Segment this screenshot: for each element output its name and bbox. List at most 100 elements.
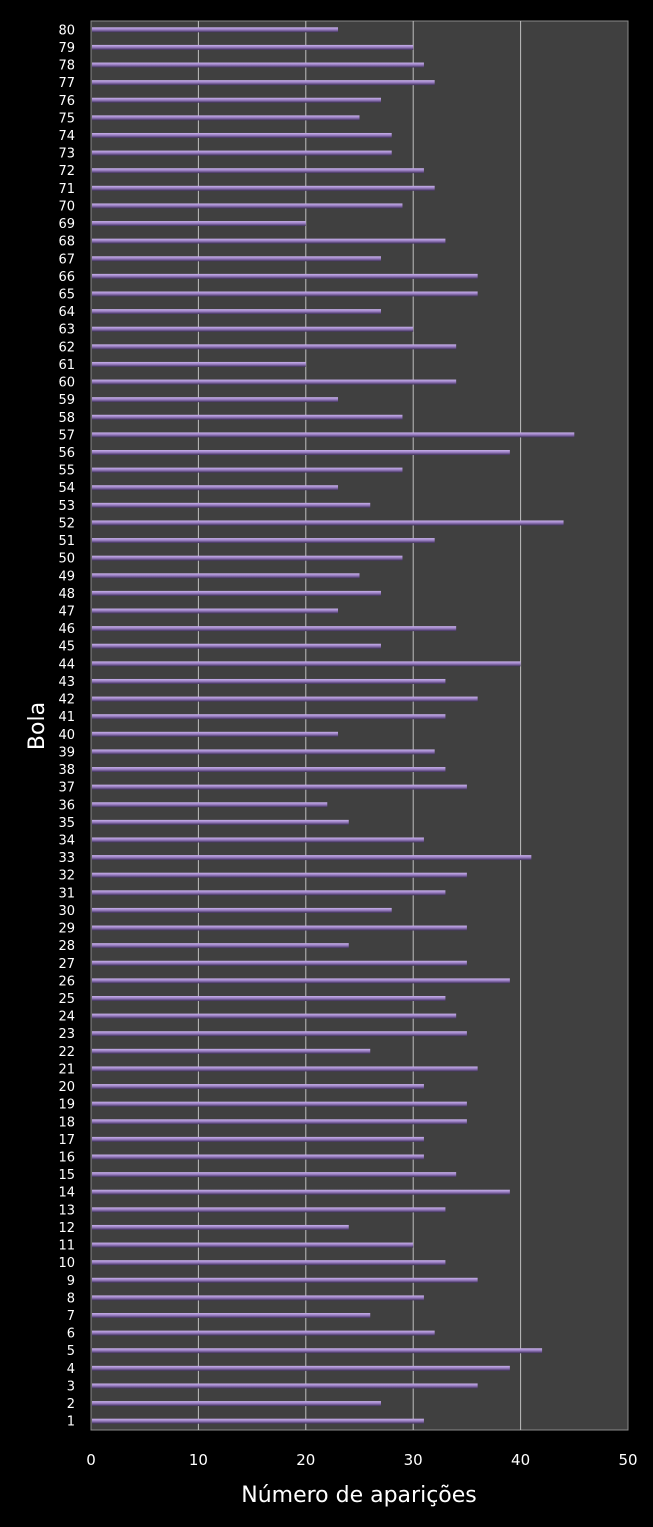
category-label: 40: [58, 728, 75, 743]
y-axis-label: Bola: [25, 702, 50, 750]
category-label: 1: [67, 1415, 75, 1430]
category-label: 68: [58, 235, 75, 250]
bar-62: [92, 344, 457, 350]
plot-area: [90, 20, 629, 1431]
bar-39: [92, 749, 435, 755]
bar-51: [92, 538, 435, 544]
category-label: 18: [58, 1115, 75, 1130]
category-label: 12: [58, 1221, 75, 1236]
category-label: 14: [58, 1186, 75, 1201]
bar-75: [92, 115, 360, 121]
category-label: 64: [58, 305, 75, 320]
bar-31: [92, 890, 446, 896]
bar-52: [92, 520, 564, 526]
bar-44: [92, 661, 521, 667]
bar-61: [92, 361, 306, 367]
x-tick-label: 0: [86, 1451, 96, 1469]
category-label: 15: [58, 1168, 75, 1183]
bar-66: [92, 273, 478, 279]
category-label: 9: [67, 1274, 75, 1289]
x-tick-label: 20: [296, 1451, 315, 1469]
category-label: 28: [58, 939, 75, 954]
bars: [92, 27, 575, 1424]
bar-29: [92, 925, 467, 931]
category-label: 72: [58, 164, 75, 179]
bar-58: [92, 414, 403, 420]
bar-35: [92, 819, 349, 825]
bar-6: [92, 1330, 435, 1336]
category-label: 19: [58, 1098, 75, 1113]
bar-28: [92, 943, 349, 949]
category-label: 5: [67, 1344, 75, 1359]
bar-54: [92, 485, 339, 491]
bar-71: [92, 185, 435, 191]
bar-10: [92, 1260, 446, 1266]
category-label: 41: [58, 710, 75, 725]
bar-20: [92, 1084, 424, 1090]
category-label: 67: [58, 252, 75, 267]
category-label: 30: [58, 904, 75, 919]
category-label: 79: [58, 41, 75, 56]
bar-27: [92, 960, 467, 966]
category-label: 33: [58, 851, 75, 866]
bar-72: [92, 168, 424, 174]
category-label: 58: [58, 411, 75, 426]
x-tick-label: 40: [511, 1451, 530, 1469]
category-label: 77: [58, 76, 75, 91]
x-tick-label: 50: [618, 1451, 637, 1469]
category-label: 32: [58, 869, 75, 884]
category-label: 62: [58, 340, 75, 355]
category-label: 61: [58, 358, 75, 373]
category-label: 23: [58, 1027, 75, 1042]
category-label: 6: [67, 1327, 75, 1342]
bar-8: [92, 1295, 424, 1301]
bar-53: [92, 502, 371, 508]
bar-59: [92, 397, 339, 403]
bar-23: [92, 1031, 467, 1037]
bar-1: [92, 1418, 424, 1424]
category-label: 26: [58, 974, 75, 989]
bar-17: [92, 1136, 424, 1142]
category-label: 48: [58, 587, 75, 602]
bar-67: [92, 256, 381, 262]
bar-18: [92, 1119, 467, 1125]
bar-56: [92, 450, 510, 456]
category-label: 10: [58, 1256, 75, 1271]
bar-2: [92, 1401, 381, 1407]
bar-37: [92, 784, 467, 790]
bar-55: [92, 467, 403, 473]
category-label: 37: [58, 781, 75, 796]
gridlines: [197, 21, 522, 1430]
bar-47: [92, 608, 339, 614]
category-label: 47: [58, 605, 75, 620]
bar-9: [92, 1277, 478, 1283]
bar-42: [92, 696, 478, 702]
bar-57: [92, 432, 575, 438]
category-label: 73: [58, 147, 75, 162]
bar-22: [92, 1048, 371, 1054]
category-label: 63: [58, 323, 75, 338]
bar-68: [92, 238, 446, 244]
bar-3: [92, 1383, 478, 1389]
category-label: 3: [67, 1379, 75, 1394]
category-label: 71: [58, 182, 75, 197]
bar-24: [92, 1013, 457, 1019]
bar-13: [92, 1207, 446, 1213]
bar-38: [92, 767, 446, 773]
bar-11: [92, 1242, 414, 1248]
category-label: 8: [67, 1291, 75, 1306]
bar-50: [92, 555, 403, 561]
bar-77: [92, 80, 435, 86]
bar-15: [92, 1172, 457, 1178]
category-label: 59: [58, 393, 75, 408]
bar-36: [92, 802, 328, 808]
bar-65: [92, 291, 478, 297]
category-label: 29: [58, 922, 75, 937]
bar-63: [92, 326, 414, 332]
bar-4: [92, 1365, 510, 1371]
category-label: 69: [58, 217, 75, 232]
category-label: 38: [58, 763, 75, 778]
category-label: 2: [67, 1397, 75, 1412]
bar-60: [92, 379, 457, 385]
category-label: 74: [58, 129, 75, 144]
